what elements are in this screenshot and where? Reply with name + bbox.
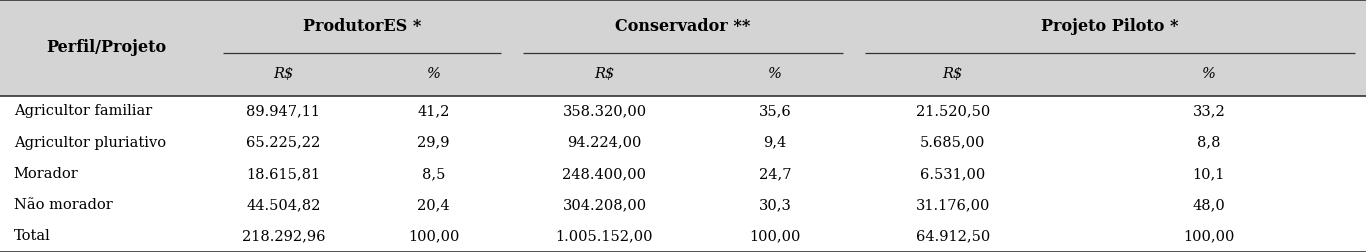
Text: 100,00: 100,00 <box>750 229 800 243</box>
Text: 89.947,11: 89.947,11 <box>246 104 321 118</box>
Text: 9,4: 9,4 <box>764 136 787 150</box>
Text: 64.912,50: 64.912,50 <box>915 229 990 243</box>
Text: 65.225,22: 65.225,22 <box>246 136 321 150</box>
Text: Agricultor pluriativo: Agricultor pluriativo <box>14 136 165 150</box>
Text: 100,00: 100,00 <box>1183 229 1235 243</box>
Text: 100,00: 100,00 <box>408 229 459 243</box>
Text: ProdutorES *: ProdutorES * <box>303 18 421 35</box>
Text: R$: R$ <box>943 67 963 81</box>
Text: %: % <box>768 67 783 81</box>
Text: %: % <box>426 67 441 81</box>
Text: 30,3: 30,3 <box>758 198 792 212</box>
Text: Agricultor familiar: Agricultor familiar <box>14 104 152 118</box>
Text: 6.531,00: 6.531,00 <box>921 167 985 181</box>
Text: 44.504,82: 44.504,82 <box>246 198 321 212</box>
Text: Total: Total <box>14 229 51 243</box>
Text: 10,1: 10,1 <box>1193 167 1225 181</box>
Text: Projeto Piloto *: Projeto Piloto * <box>1041 18 1179 35</box>
Text: %: % <box>1202 67 1216 81</box>
Text: 24,7: 24,7 <box>759 167 791 181</box>
Text: 20,4: 20,4 <box>418 198 449 212</box>
Text: Perfil/Projeto: Perfil/Projeto <box>46 39 165 56</box>
Text: R$: R$ <box>273 67 294 81</box>
Text: 248.400,00: 248.400,00 <box>563 167 646 181</box>
Text: 21.520,50: 21.520,50 <box>915 104 990 118</box>
Text: 29,9: 29,9 <box>418 136 449 150</box>
Text: 1.005.152,00: 1.005.152,00 <box>556 229 653 243</box>
Text: Não morador: Não morador <box>14 198 112 212</box>
Text: 33,2: 33,2 <box>1193 104 1225 118</box>
Text: 218.292,96: 218.292,96 <box>242 229 325 243</box>
Text: 48,0: 48,0 <box>1193 198 1225 212</box>
Text: R$: R$ <box>594 67 615 81</box>
Text: 35,6: 35,6 <box>759 104 791 118</box>
Text: Conservador **: Conservador ** <box>615 18 751 35</box>
Text: 31.176,00: 31.176,00 <box>915 198 990 212</box>
Text: 304.208,00: 304.208,00 <box>563 198 646 212</box>
Bar <box>0 96 1366 252</box>
Bar <box>0 0 1366 96</box>
Text: 94.224,00: 94.224,00 <box>567 136 642 150</box>
Text: 5.685,00: 5.685,00 <box>921 136 985 150</box>
Text: 8,8: 8,8 <box>1197 136 1221 150</box>
Text: Morador: Morador <box>14 167 78 181</box>
Text: 18.615,81: 18.615,81 <box>246 167 321 181</box>
Text: 358.320,00: 358.320,00 <box>563 104 646 118</box>
Text: 8,5: 8,5 <box>422 167 445 181</box>
Text: 41,2: 41,2 <box>418 104 449 118</box>
